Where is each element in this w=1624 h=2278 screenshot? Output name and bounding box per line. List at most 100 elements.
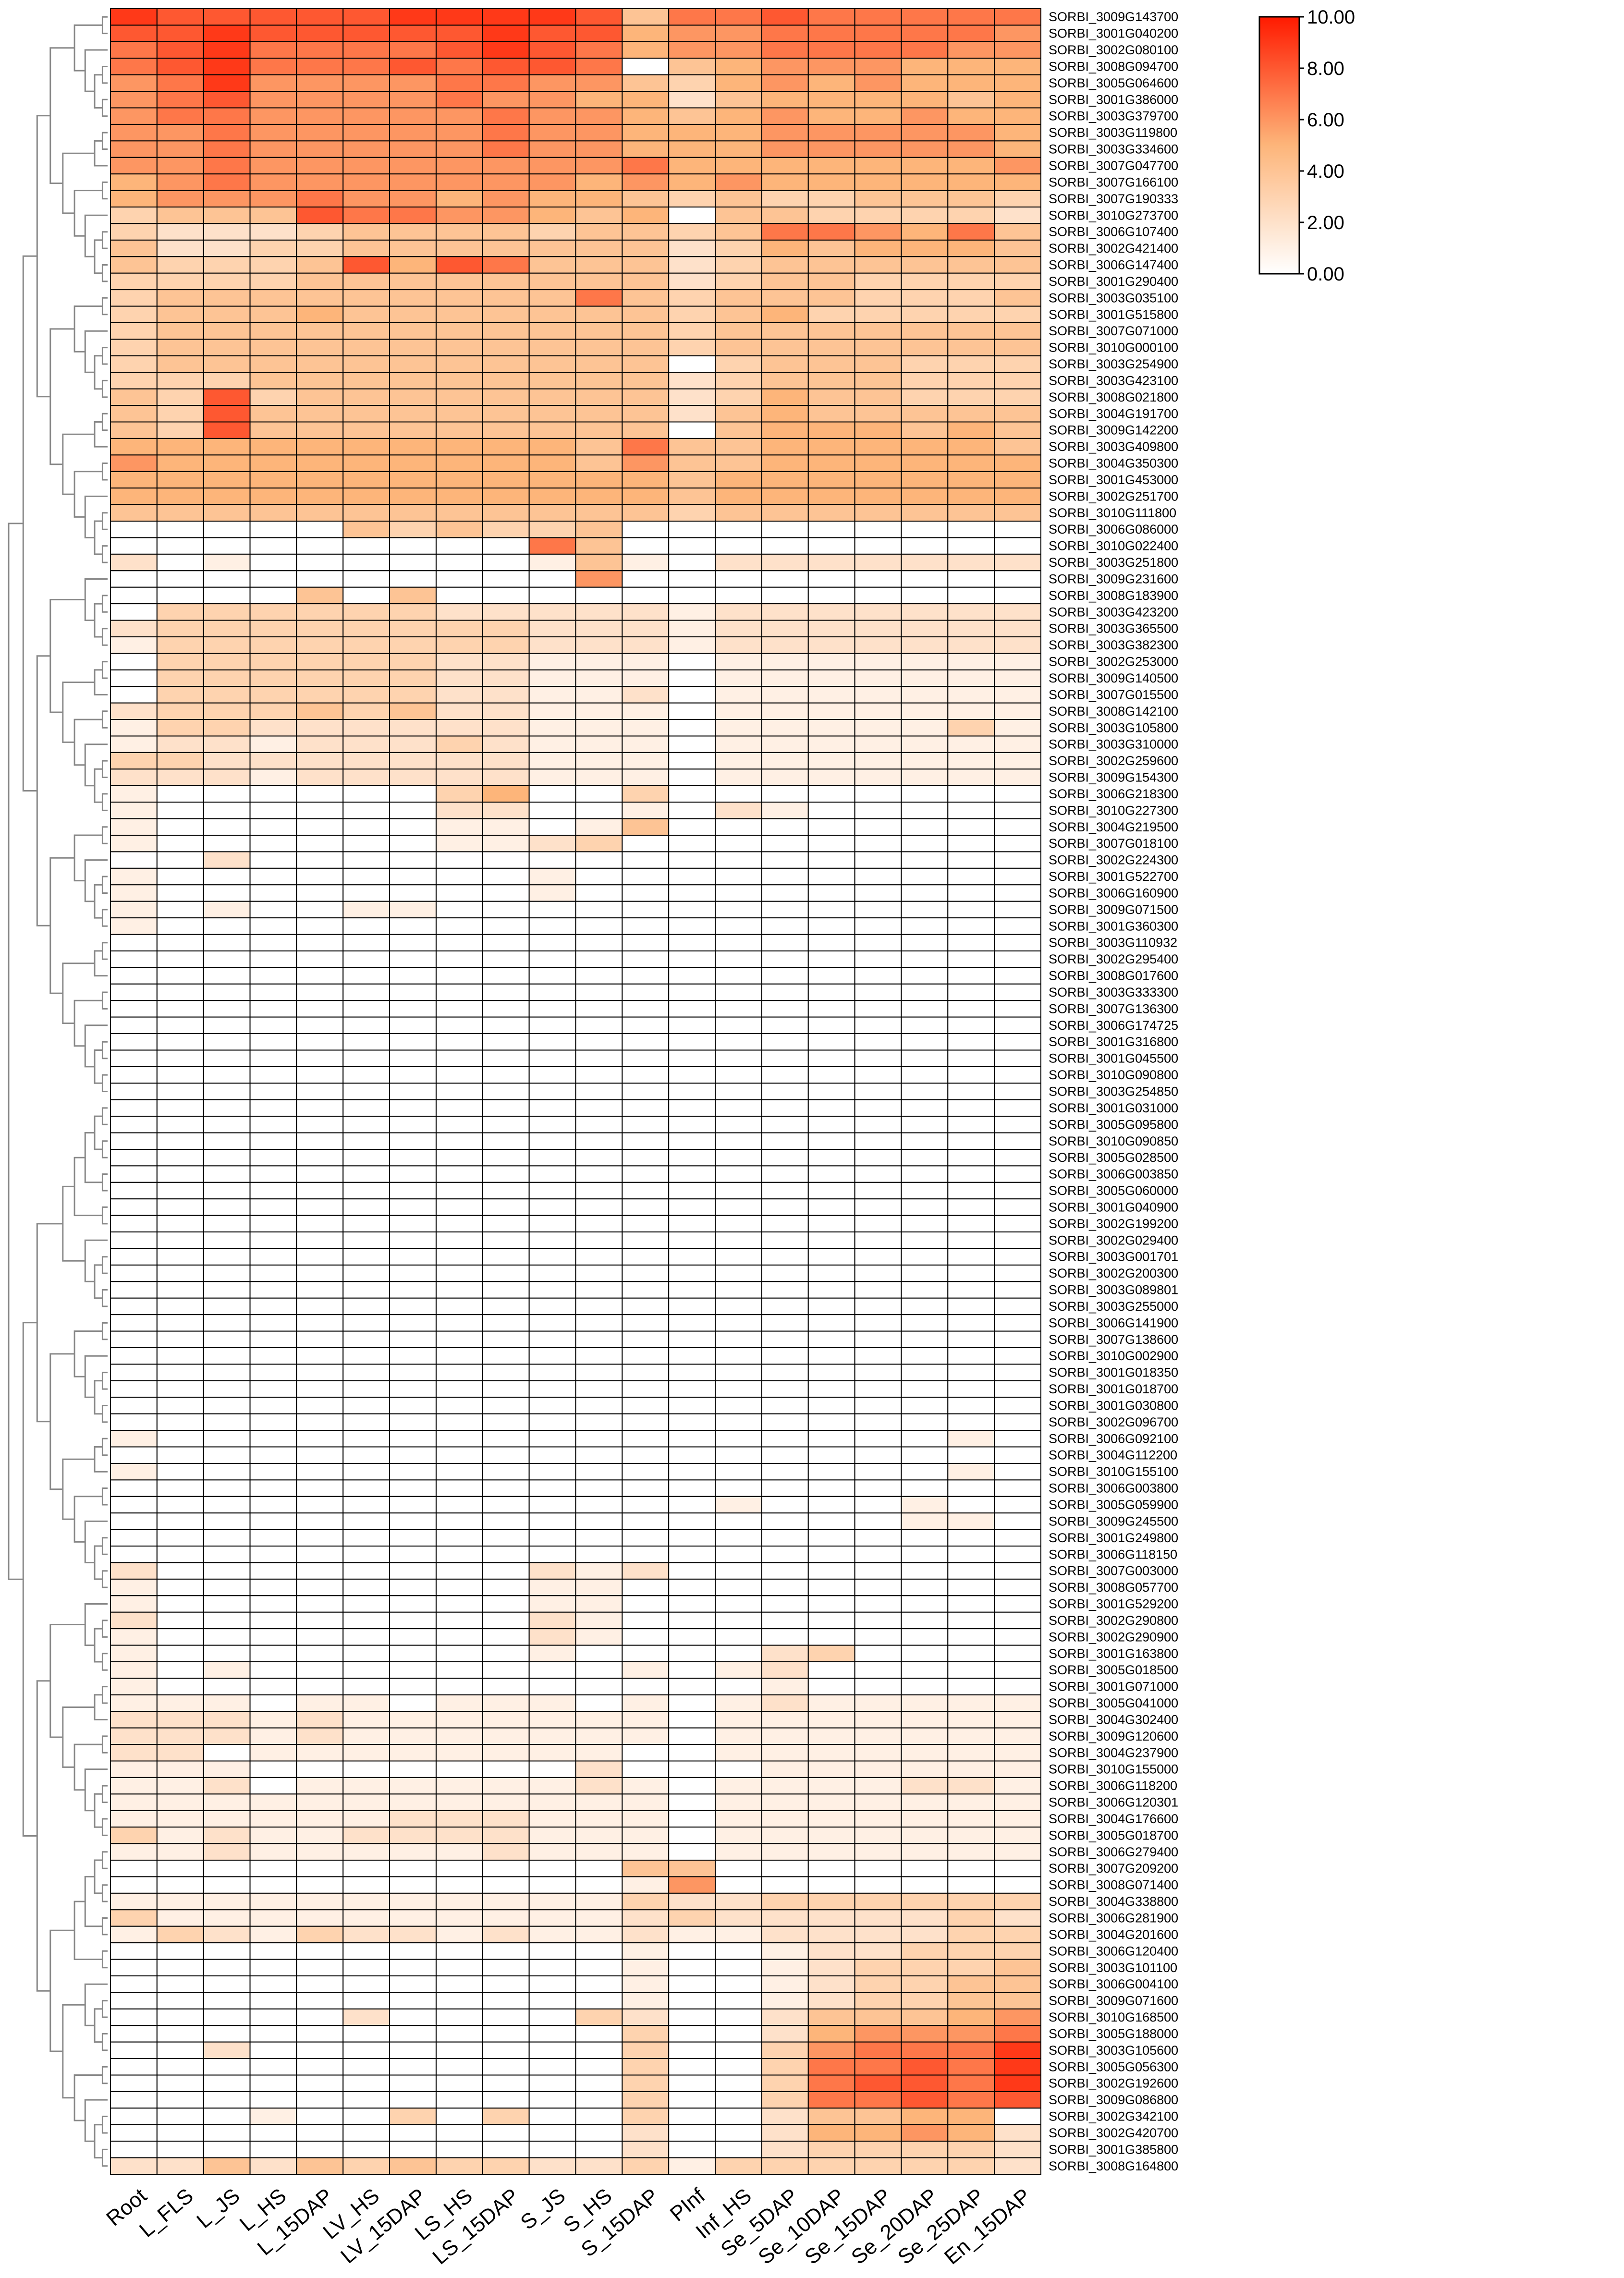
dendrogram-branch (101, 1620, 108, 1638)
heatmap-cell (528, 1827, 576, 1844)
heatmap-cell (715, 1215, 762, 1233)
heatmap-cell (668, 1678, 716, 1695)
heatmap-cell (668, 1347, 716, 1365)
heatmap-cell (389, 1975, 437, 1993)
heatmap-cell (575, 1942, 623, 1960)
heatmap-cell (668, 487, 716, 505)
heatmap-cell (901, 752, 949, 770)
row-label: SORBI_3006G092100 (1049, 1431, 1178, 1446)
heatmap-cell (994, 570, 1041, 588)
heatmap-cell (296, 1479, 344, 1497)
heatmap-cell (575, 1297, 623, 1316)
heatmap-cell (203, 967, 251, 985)
heatmap-cell (668, 1694, 716, 1712)
heatmap-cell (389, 2008, 437, 2026)
heatmap-cell (389, 2141, 437, 2158)
heatmap-cell (342, 1116, 391, 1133)
heatmap-cell (901, 58, 949, 75)
heatmap-cell (435, 2141, 483, 2158)
heatmap-cell (715, 669, 762, 687)
heatmap-cell (622, 504, 670, 522)
heatmap-cell (994, 405, 1041, 423)
heatmap-cell (156, 1165, 204, 1183)
heatmap-cell (668, 1959, 716, 1976)
heatmap-cell (203, 305, 251, 323)
heatmap-cell (389, 1645, 437, 1662)
heatmap-cell (575, 1860, 623, 1877)
heatmap-cell (203, 123, 251, 142)
dendrogram-branch (62, 962, 95, 1024)
heatmap-cell (342, 1760, 391, 1778)
heatmap-cell (622, 1165, 670, 1183)
heatmap-cell (761, 1876, 809, 1894)
heatmap-cell (854, 1909, 902, 1927)
heatmap-cell (901, 802, 949, 819)
heatmap-cell (435, 372, 483, 390)
heatmap-cell (435, 867, 483, 886)
heatmap-cell (203, 1694, 251, 1712)
heatmap-cell (296, 983, 344, 1001)
heatmap-cell (110, 454, 158, 472)
heatmap-cell (435, 768, 483, 786)
heatmap-cell (296, 1827, 344, 1844)
heatmap-cell (668, 1182, 716, 1200)
heatmap-cell (435, 41, 483, 59)
heatmap-cell (342, 1925, 391, 1944)
heatmap-cell (482, 1645, 530, 1662)
heatmap-cell (715, 2008, 762, 2026)
heatmap-cell (622, 653, 670, 670)
heatmap-cell (715, 1496, 762, 1514)
heatmap-cell (622, 1645, 670, 1662)
colorbar (1258, 16, 1300, 275)
heatmap-cell (482, 1148, 530, 1167)
heatmap-cell (575, 669, 623, 687)
heatmap-cell (807, 454, 855, 472)
row-label: SORBI_3007G071000 (1049, 324, 1178, 338)
heatmap-cell (761, 1132, 809, 1150)
heatmap-cell (668, 74, 716, 92)
heatmap-cell (435, 1992, 483, 2010)
heatmap-cell (761, 1314, 809, 1332)
heatmap-cell (156, 1462, 204, 1481)
heatmap-cell (668, 983, 716, 1001)
heatmap-cell (761, 983, 809, 1001)
heatmap-cell (482, 1297, 530, 1316)
heatmap-cell (715, 1364, 762, 1381)
colorbar-tick-label: 0.00 (1307, 264, 1344, 285)
heatmap-cell (947, 1760, 995, 1778)
heatmap-cell (156, 107, 204, 125)
heatmap-cell (435, 1083, 483, 1100)
dendrogram-branch (84, 330, 108, 373)
heatmap-cell (901, 1132, 949, 1150)
dendrogram-branch (101, 826, 108, 844)
heatmap-cell (156, 190, 204, 208)
heatmap-cell (482, 2074, 530, 2092)
heatmap-cell (435, 58, 483, 75)
heatmap-cell (435, 1281, 483, 1299)
heatmap-cell (203, 1148, 251, 1167)
heatmap-cell (296, 421, 344, 439)
heatmap-cell (807, 1462, 855, 1481)
heatmap-cell (482, 2008, 530, 2026)
heatmap-cell (715, 1182, 762, 1200)
heatmap-cell (761, 950, 809, 968)
heatmap-cell (296, 1430, 344, 1448)
row-label: SORBI_3001G040200 (1049, 26, 1178, 41)
heatmap-cell (110, 1925, 158, 1944)
heatmap-cell (994, 504, 1041, 522)
heatmap-cell (389, 1793, 437, 1811)
heatmap-cell (389, 1231, 437, 1249)
heatmap-cell (342, 1611, 391, 1630)
heatmap-cell (156, 1744, 204, 1762)
heatmap-cell (203, 1116, 251, 1133)
heatmap-cell (575, 570, 623, 588)
heatmap-cell (156, 1215, 204, 1233)
heatmap-cell (249, 967, 297, 985)
heatmap-cell (947, 570, 995, 588)
heatmap-cell (389, 1330, 437, 1349)
heatmap-cell (668, 1975, 716, 1993)
heatmap-cell (342, 239, 391, 257)
heatmap-cell (761, 438, 809, 456)
heatmap-cell (715, 1165, 762, 1183)
